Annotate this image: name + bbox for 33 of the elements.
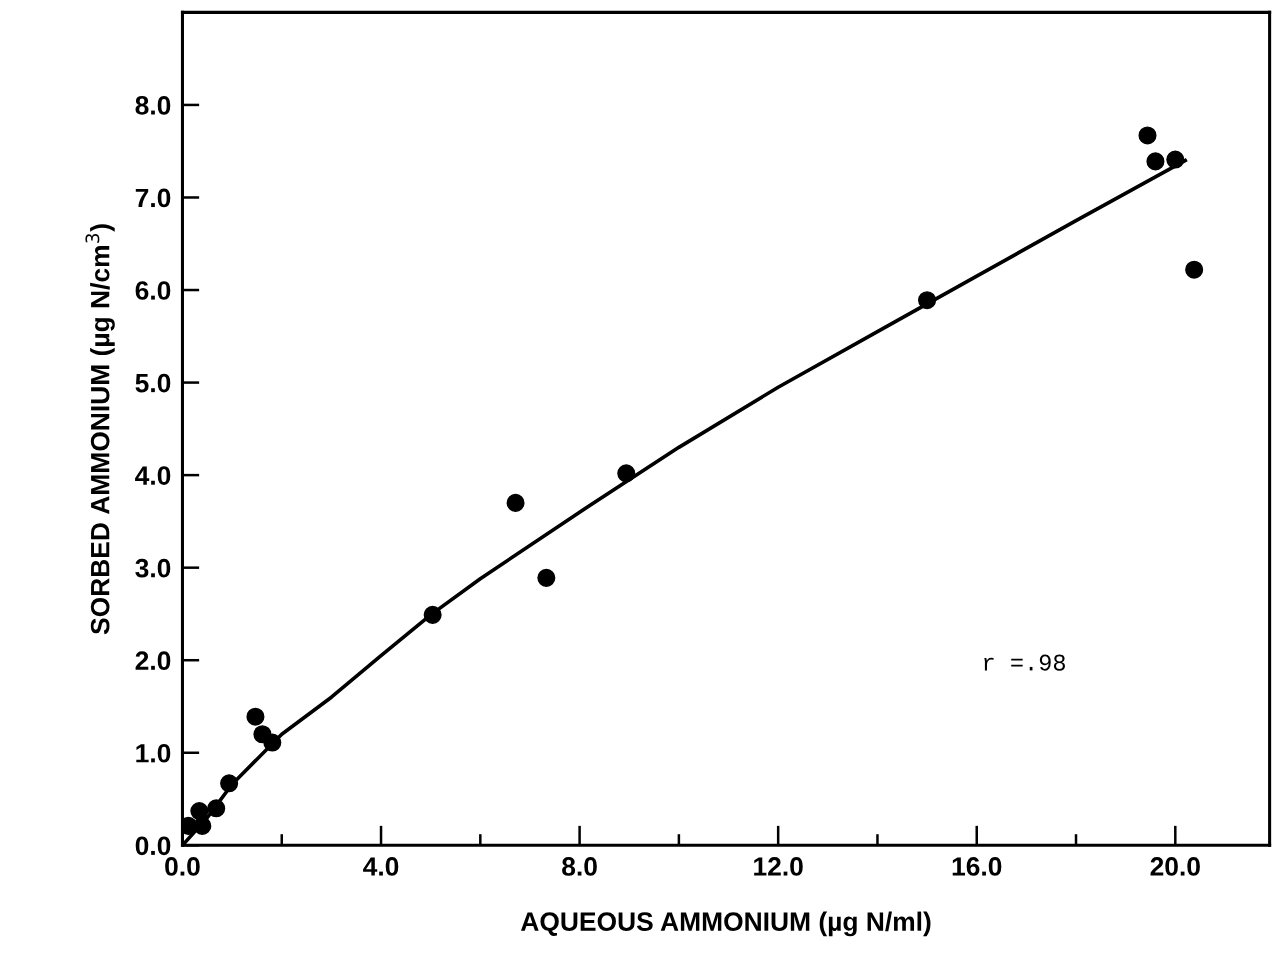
x-tick-label: 0.0: [165, 857, 200, 876]
point: [190, 802, 209, 821]
x-tick-label: 8.0: [562, 857, 597, 876]
y-tick-label: 7.0: [135, 188, 171, 208]
x-tick-label: 4.0: [363, 857, 399, 876]
point: [263, 733, 282, 752]
y-tick-label: 8.0: [135, 96, 171, 115]
point: [1166, 150, 1185, 169]
point: [193, 816, 212, 835]
x-tick-label: 16.0: [952, 857, 1002, 876]
annotation: r =.98: [984, 654, 1065, 671]
y-tick-label: 3.0: [135, 558, 171, 578]
x-axis-title: AQUEOUS AMMONIUM (µg N/ml): [520, 911, 931, 937]
point: [506, 493, 525, 512]
y-tick-label: 4.0: [135, 466, 171, 485]
y-tick-label: 2.0: [135, 651, 171, 671]
point: [220, 774, 239, 793]
y-tick-label: 0.0: [135, 836, 171, 856]
point: [1185, 260, 1204, 279]
y-tick-label: 1.0: [136, 743, 171, 763]
point: [537, 568, 556, 587]
y-tick-label: 5.0: [135, 373, 171, 393]
y-tick-label: 6.0: [135, 281, 171, 300]
point: [617, 464, 636, 483]
point: [246, 707, 265, 726]
y-axis-title: SORBED AMMONIUM (µg N/cm$^{3}$): [85, 224, 115, 635]
x-tick-label: 20.0: [1150, 857, 1200, 876]
point: [423, 605, 442, 624]
point: [918, 291, 937, 310]
x-tick-label: 12.0: [754, 857, 803, 876]
point: [207, 799, 226, 818]
point: [1138, 126, 1157, 145]
point: [1146, 152, 1165, 171]
